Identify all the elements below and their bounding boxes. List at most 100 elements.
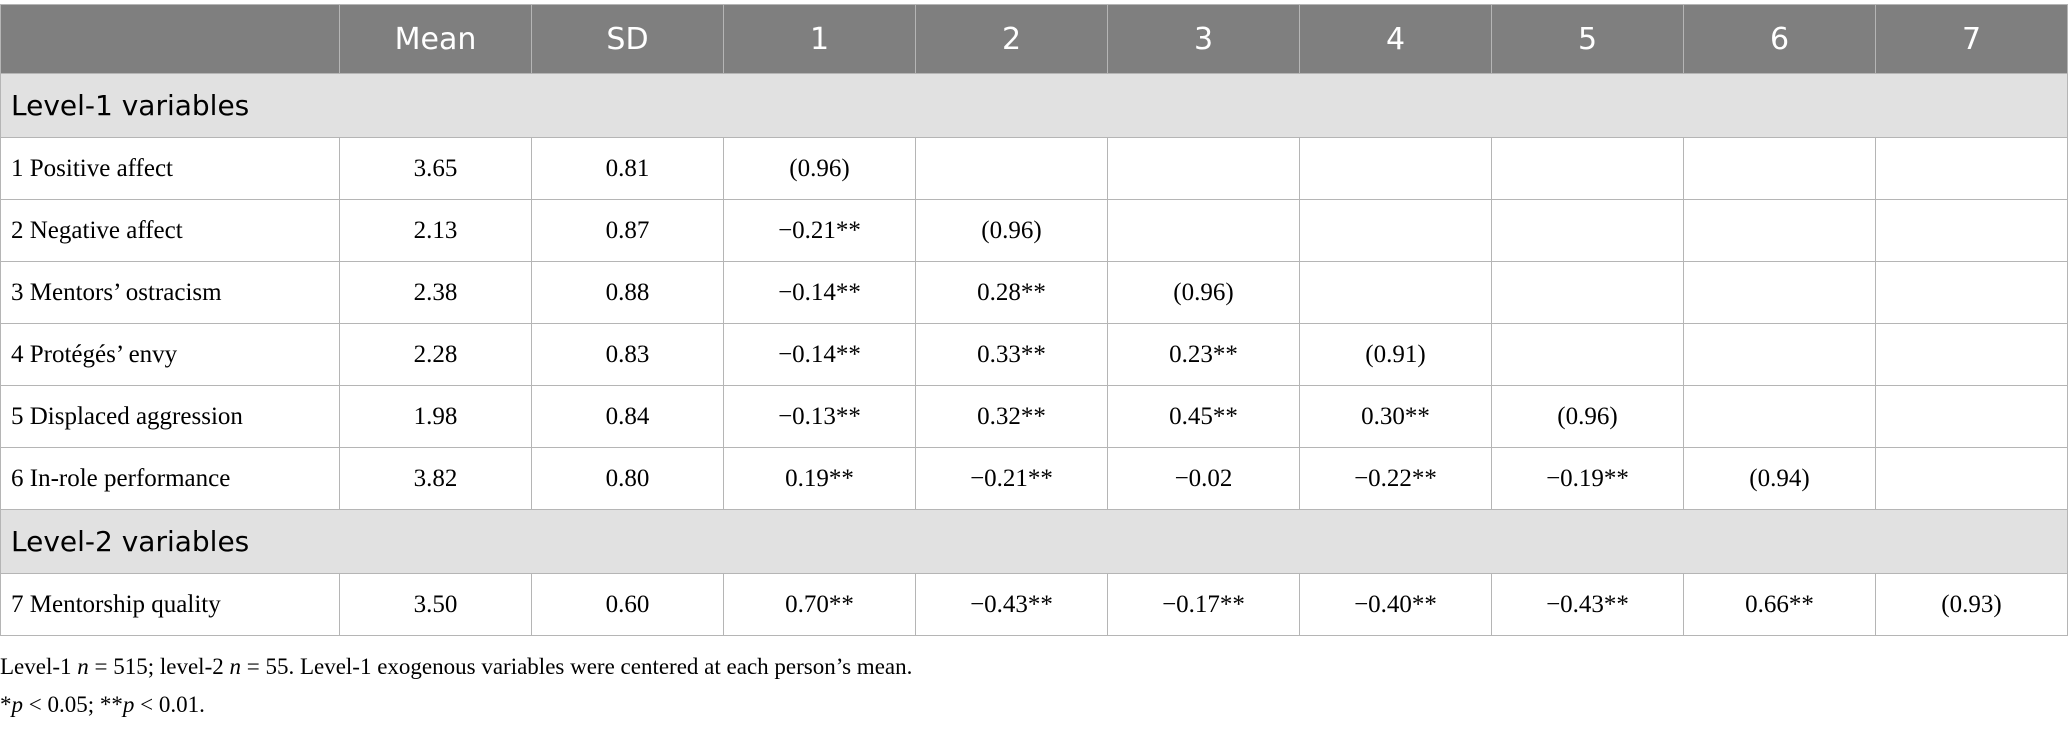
cell: −0.02 [1107, 447, 1300, 510]
cell: 0.45** [1107, 385, 1300, 448]
cell: −0.40** [1299, 573, 1492, 636]
empty-cell [1875, 137, 2068, 200]
table-notes: Level-1 n = 515; level-2 n = 55. Level-1… [0, 636, 2068, 724]
empty-cell [1491, 261, 1684, 324]
cell: 0.23** [1107, 323, 1300, 386]
data-row: 2 Negative affect 2.13 0.87 −0.21** (0.96) [0, 199, 2068, 262]
cell: 3.65 [339, 137, 532, 200]
section-row: Level-2 variables [0, 509, 2068, 574]
cell: (0.96) [1107, 261, 1300, 324]
cell: (0.91) [1299, 323, 1492, 386]
note: Level-1 n = 515; level-2 n = 55. Level-1… [0, 648, 2068, 686]
cell: 0.32** [915, 385, 1108, 448]
empty-cell [1875, 385, 2068, 448]
cell: 1.98 [339, 385, 532, 448]
note-text: n [229, 654, 241, 679]
data-row: 4 Protégés’ envy 2.28 0.83 −0.14** 0.33** 0.2… [0, 323, 2068, 386]
data-row: 6 In-role performance 3.82 0.80 0.19** −0.21… [0, 447, 2068, 510]
row-label: 3 Mentors’ ostracism [0, 261, 340, 324]
empty-cell [1491, 199, 1684, 262]
cell: (0.96) [723, 137, 916, 200]
row-label: 1 Positive affect [0, 137, 340, 200]
note-text: p [11, 692, 24, 717]
cell: −0.13** [723, 385, 916, 448]
header-cell: 6 [1683, 4, 1876, 74]
note-text: p [122, 692, 135, 717]
note-text: = 515; level-2 [88, 654, 230, 679]
row-label: 5 Displaced aggression [0, 385, 340, 448]
cell: −0.43** [915, 573, 1108, 636]
note-text: n [77, 654, 89, 679]
empty-cell [1683, 323, 1876, 386]
empty-cell [1299, 261, 1492, 324]
header-row: Mean SD 1 2 3 4 5 6 7 [0, 4, 2068, 74]
cell: 0.28** [915, 261, 1108, 324]
cell: −0.14** [723, 323, 916, 386]
note: *p < 0.05; **p < 0.01. [0, 686, 2068, 724]
header-cell: 7 [1875, 4, 2068, 74]
cell: 0.83 [531, 323, 724, 386]
cell: 0.19** [723, 447, 916, 510]
data-row: 3 Mentors’ ostracism 2.38 0.88 −0.14** 0.28*… [0, 261, 2068, 324]
cell: 2.38 [339, 261, 532, 324]
header-cell [0, 4, 340, 74]
empty-cell [1491, 137, 1684, 200]
cell: −0.21** [723, 199, 916, 262]
cell: 0.66** [1683, 573, 1876, 636]
empty-cell [1299, 199, 1492, 262]
cell: (0.94) [1683, 447, 1876, 510]
cell: −0.14** [723, 261, 916, 324]
empty-cell [1875, 323, 2068, 386]
page: Mean SD 1 2 3 4 5 6 7 Level-1 variables 1 Positive… [0, 4, 2068, 733]
empty-cell [1683, 199, 1876, 262]
header-cell: 3 [1107, 4, 1300, 74]
cell: 0.88 [531, 261, 724, 324]
empty-cell [1299, 137, 1492, 200]
row-label: 7 Mentorship quality [0, 573, 340, 636]
cell: −0.22** [1299, 447, 1492, 510]
cell: −0.43** [1491, 573, 1684, 636]
cell: 2.13 [339, 199, 532, 262]
cell: 0.81 [531, 137, 724, 200]
data-row: 5 Displaced aggression 1.98 0.84 −0.13** 0.3… [0, 385, 2068, 448]
data-row: 7 Mentorship quality 3.50 0.60 0.70** −0.43*… [0, 573, 2068, 636]
cell: (0.93) [1875, 573, 2068, 636]
header-cell: 1 [723, 4, 916, 74]
empty-cell [1683, 137, 1876, 200]
empty-cell [1875, 261, 2068, 324]
cell: 0.60 [531, 573, 724, 636]
empty-cell [1491, 323, 1684, 386]
cell: −0.17** [1107, 573, 1300, 636]
note-text: = 55. Level-1 exogenous variables were c… [240, 654, 913, 679]
empty-cell [1683, 261, 1876, 324]
correlation-table: Mean SD 1 2 3 4 5 6 7 Level-1 variables 1 Positive… [0, 4, 2068, 636]
cell: 0.80 [531, 447, 724, 510]
header-cell: 2 [915, 4, 1108, 74]
cell: 3.82 [339, 447, 532, 510]
header-cell: SD [531, 4, 724, 74]
cell: 0.70** [723, 573, 916, 636]
row-label: 2 Negative affect [0, 199, 340, 262]
cell: 0.30** [1299, 385, 1492, 448]
note-text: Level-1 [0, 654, 78, 679]
cell: (0.96) [915, 199, 1108, 262]
empty-cell [1683, 385, 1876, 448]
cell: 0.87 [531, 199, 724, 262]
cell: 2.28 [339, 323, 532, 386]
cell: 0.33** [915, 323, 1108, 386]
header-cell: Mean [339, 4, 532, 74]
cell: 0.84 [531, 385, 724, 448]
cell: (0.96) [1491, 385, 1684, 448]
section-title: Level-2 variables [0, 509, 2068, 574]
empty-cell [1875, 447, 2068, 510]
row-label: 4 Protégés’ envy [0, 323, 340, 386]
section-row: Level-1 variables [0, 73, 2068, 138]
empty-cell [1107, 137, 1300, 200]
empty-cell [915, 137, 1108, 200]
empty-cell [1107, 199, 1300, 262]
row-label: 6 In-role performance [0, 447, 340, 510]
note-text: < 0.01. [134, 692, 205, 717]
data-row: 1 Positive affect 3.65 0.81 (0.96) [0, 137, 2068, 200]
section-title: Level-1 variables [0, 73, 2068, 138]
empty-cell [1875, 199, 2068, 262]
